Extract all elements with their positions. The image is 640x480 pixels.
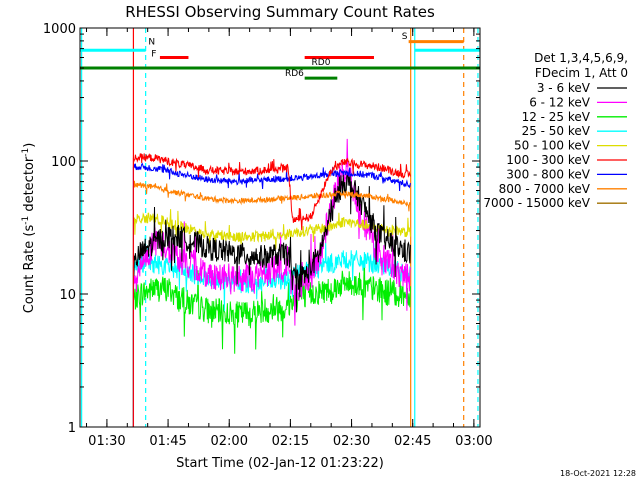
legend-label: 50 - 100 keV: [514, 139, 591, 153]
legend-label: 6 - 12 keV: [529, 95, 591, 109]
x-tick-label: 02:00: [211, 434, 248, 449]
legend-header-2: FDecim 1, Att 0: [535, 66, 628, 80]
y-axis-label: Count Rate (s-1 detector-1): [21, 143, 37, 314]
y-tick-label: 1000: [43, 22, 76, 37]
series-3-6keV: [132, 172, 411, 313]
y-tick-label: 1: [68, 421, 76, 436]
legend-label: 7000 - 15000 keV: [483, 196, 590, 210]
legend-label: 12 - 25 keV: [522, 110, 591, 124]
series-800-7000keV: [132, 180, 411, 212]
y-axis-label-sup-2: -1: [21, 148, 31, 157]
plot-area: NF S RD0 RD6: [80, 28, 480, 427]
x-axis-label: Start Time (02-Jan-12 01:23:22): [176, 456, 384, 471]
y-axis-label-main: Count Rate (s: [22, 225, 37, 314]
legend-label: 100 - 300 keV: [506, 153, 590, 167]
x-tick-label: 02:15: [272, 434, 309, 449]
label-night: N: [148, 38, 155, 48]
label-rd6: RD6: [285, 69, 304, 79]
label-flare: F: [151, 50, 156, 60]
legend-label: 3 - 6 keV: [537, 81, 591, 95]
x-tick-label: 03:00: [455, 434, 492, 449]
y-axis: 1 10 100 1000: [43, 22, 480, 436]
series-300-800keV: [132, 162, 411, 192]
y-axis-label-mid: detector: [22, 156, 37, 216]
y-axis-label-sup-1: -1: [21, 216, 31, 225]
y-tick-label: 10: [59, 288, 76, 303]
x-axis: 01:30 01:45 02:00 02:15 02:30 02:45 03:00: [86, 28, 493, 449]
series-25-50keV: [132, 234, 411, 312]
y-tick-label: 100: [51, 155, 76, 170]
x-tick-label: 01:30: [88, 434, 125, 449]
series-100-300keV: [132, 152, 411, 231]
y-axis-label-end: ): [22, 143, 37, 148]
legend-header-1: Det 1,3,4,5,6,9,: [534, 51, 628, 65]
series-50-100keV: [132, 209, 411, 250]
label-rd0: RD0: [312, 58, 331, 68]
plot-frame: [79, 27, 481, 428]
label-saa: S: [402, 32, 408, 42]
footer-timestamp: 18-Oct-2021 12:28: [560, 469, 636, 478]
legend-label: 300 - 800 keV: [506, 167, 590, 181]
chart-title: RHESSI Observing Summary Count Rates: [125, 3, 435, 21]
legend-label: 25 - 50 keV: [522, 124, 591, 138]
x-tick-label: 02:30: [333, 434, 370, 449]
legend-label: 800 - 7000 keV: [499, 182, 591, 196]
x-tick-label: 01:45: [149, 434, 186, 449]
legend: Det 1,3,4,5,6,9, FDecim 1, Att 0 3 - 6 k…: [483, 51, 628, 210]
x-tick-label: 02:45: [394, 434, 431, 449]
